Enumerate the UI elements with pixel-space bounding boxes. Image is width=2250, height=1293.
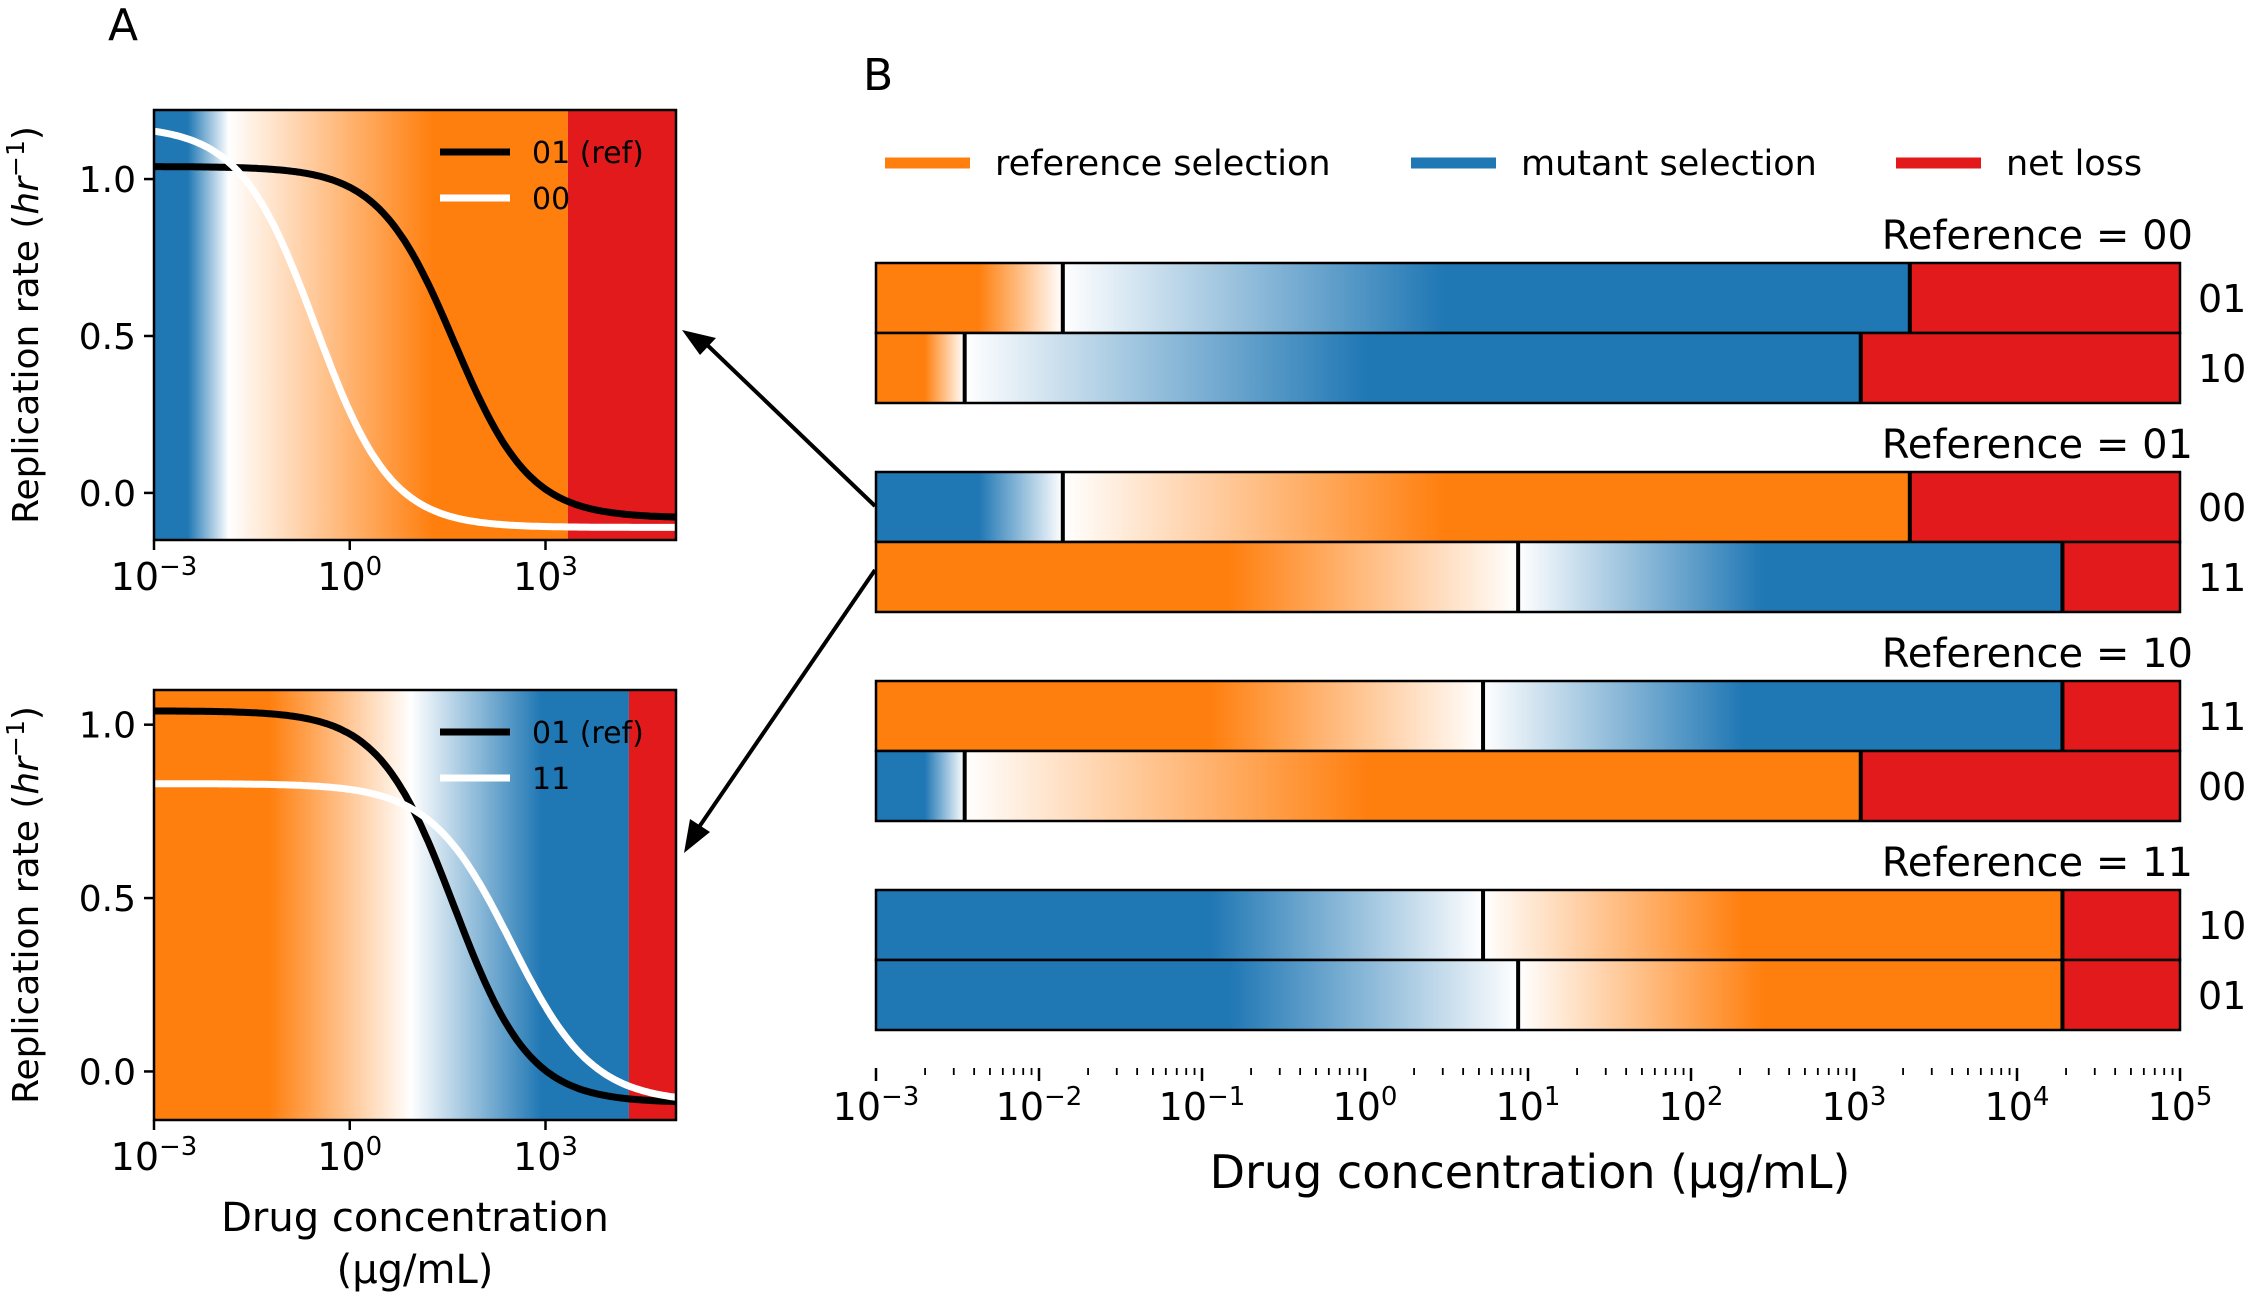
x-tick-label: 102 [1659,1082,1724,1129]
panel-b-label: B [863,50,893,101]
x-tick-label: 105 [2148,1082,2213,1129]
segment-blue [876,890,1484,960]
x-axis-label: Drug concentration [221,1195,609,1241]
segment-orange [876,263,1063,333]
segment-orange [1518,960,2063,1030]
row-label: 11 [2198,695,2246,739]
y-tick-label: 0.0 [79,474,136,515]
x-tick-label: 103 [513,552,578,599]
segment-red [1909,472,2180,542]
segment-red [2062,890,2180,960]
legend-label: 00 [532,182,570,217]
segment-blue [1062,263,1910,333]
legend-label: 11 [532,762,570,797]
row-frame [874,331,2182,405]
panel-b-legend: reference selection mutant selection net l… [885,144,2142,184]
segment-red [1860,751,2180,821]
series-line-00 [153,127,676,531]
x-tick-label: 104 [1985,1082,2050,1129]
segment-red [2062,960,2180,1030]
region-reference-selection [228,110,568,540]
panel-a-bottom-plot: 10−3 100 103 0.0 0.5 1.0 01 (ref) 11 Replicati… [1,688,678,1293]
region-reference-selection [154,690,412,1120]
plot-frame [152,108,678,542]
x-tick-label: 100 [1333,1082,1398,1129]
panel-b-plot: B reference selection mutant selection net… [833,50,2247,1199]
row-label: 00 [2198,765,2246,809]
row-label: 10 [2198,347,2246,391]
y-tick-label: 1.0 [79,160,136,201]
series-line-11 [154,780,677,1101]
segment-red [1909,263,2180,333]
legend-label: 01 (ref) [532,136,644,171]
segment-orange [876,681,1484,751]
row-label: 11 [2198,556,2246,600]
group-title: Reference = 00 [1882,213,2193,259]
y-axis-label: Replication rate (hr−1) [1,706,48,1104]
y-tick-label: 0.5 [79,879,136,920]
row-label: 10 [2198,904,2246,948]
arrow-to-bottom-plot [695,568,877,832]
segment-orange [1062,472,1910,542]
arrow-head-top [682,330,716,355]
series-line-01ref [154,163,676,521]
segment-red [2062,681,2180,751]
arrow-head-bottom [684,819,710,853]
group-title: Reference = 10 [1882,631,2193,677]
row-frame [874,749,2182,823]
x-tick-label: 100 [317,552,382,599]
x-tick-label: 100 [317,1132,382,1179]
legend-label: net loss [2006,144,2142,184]
x-tick-label: 10−3 [111,1132,198,1179]
region-net-loss [628,690,676,1120]
y-tick-label: 0.5 [79,317,136,358]
legend-label: mutant selection [1521,144,1817,184]
segment-orange [876,333,965,403]
segment-blue [1483,681,2063,751]
arrow-to-top-plot [700,338,877,508]
x-tick-label: 10−3 [833,1082,920,1129]
x-tick-label: 10−2 [996,1082,1083,1129]
x-tick-label: 101 [1496,1082,1561,1129]
region-net-loss [567,110,676,540]
x-tick-label: 103 [513,1132,578,1179]
x-tick-label: 103 [1822,1082,1887,1129]
row-frame [874,958,2182,1032]
segment-blue [876,960,1519,1030]
plot-frame [152,688,678,1122]
segment-blue [1518,542,2063,612]
segment-orange [964,751,1861,821]
group-title: Reference = 11 [1882,840,2193,886]
row-label: 01 [2198,277,2246,321]
segment-red [2062,542,2180,612]
group-title: Reference = 01 [1882,422,2193,468]
row-label: 01 [2198,974,2246,1018]
region-mutant-selection [154,110,229,540]
panel-a-top-plot: A 10−3 100 103 0.0 0.5 1.0 01 (ref) 00 Replica… [1,0,678,599]
segment-blue [964,333,1861,403]
y-tick-label: 0.0 [79,1052,136,1093]
x-tick-label: 10−3 [111,552,198,599]
region-mutant-selection [411,690,629,1120]
y-tick-label: 1.0 [79,706,136,747]
segment-red [1860,333,2180,403]
panel-a-label: A [108,0,138,51]
x-axis-label: Drug concentration (µg/mL) [1210,1145,1851,1199]
row-label: 00 [2198,486,2246,530]
x-tick-label: 10−1 [1159,1082,1246,1129]
row-frame [874,540,2182,614]
segment-orange [876,542,1519,612]
segment-orange [1483,890,2063,960]
segment-blue [876,751,965,821]
connector-arrows [682,330,877,853]
y-axis-label: Replication rate (hr−1) [1,126,48,524]
legend-label: 01 (ref) [532,716,644,751]
segment-blue [876,472,1063,542]
legend-label: reference selection [995,144,1331,184]
x-axis-label-unit: (µg/mL) [337,1247,494,1293]
